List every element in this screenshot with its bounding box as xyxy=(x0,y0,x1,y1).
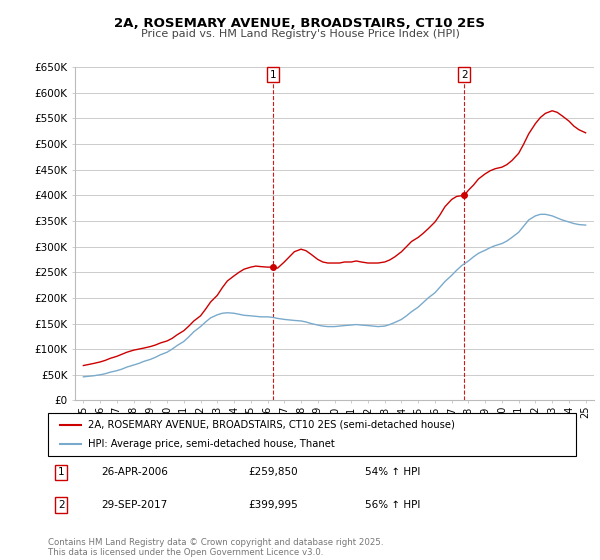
Text: 54% ↑ HPI: 54% ↑ HPI xyxy=(365,467,420,477)
Text: Price paid vs. HM Land Registry's House Price Index (HPI): Price paid vs. HM Land Registry's House … xyxy=(140,29,460,39)
Text: 2: 2 xyxy=(461,70,467,80)
Text: 2A, ROSEMARY AVENUE, BROADSTAIRS, CT10 2ES (semi-detached house): 2A, ROSEMARY AVENUE, BROADSTAIRS, CT10 2… xyxy=(88,420,454,430)
Text: HPI: Average price, semi-detached house, Thanet: HPI: Average price, semi-detached house,… xyxy=(88,439,334,449)
Text: Contains HM Land Registry data © Crown copyright and database right 2025.
This d: Contains HM Land Registry data © Crown c… xyxy=(48,538,383,557)
Text: £259,850: £259,850 xyxy=(248,467,298,477)
Text: 2: 2 xyxy=(58,500,65,510)
Text: 56% ↑ HPI: 56% ↑ HPI xyxy=(365,500,420,510)
Text: 29-SEP-2017: 29-SEP-2017 xyxy=(101,500,167,510)
FancyBboxPatch shape xyxy=(48,413,576,456)
Text: £399,995: £399,995 xyxy=(248,500,298,510)
Text: 1: 1 xyxy=(58,467,65,477)
Text: 2A, ROSEMARY AVENUE, BROADSTAIRS, CT10 2ES: 2A, ROSEMARY AVENUE, BROADSTAIRS, CT10 2… xyxy=(115,17,485,30)
Text: 26-APR-2006: 26-APR-2006 xyxy=(101,467,167,477)
Text: 1: 1 xyxy=(269,70,276,80)
